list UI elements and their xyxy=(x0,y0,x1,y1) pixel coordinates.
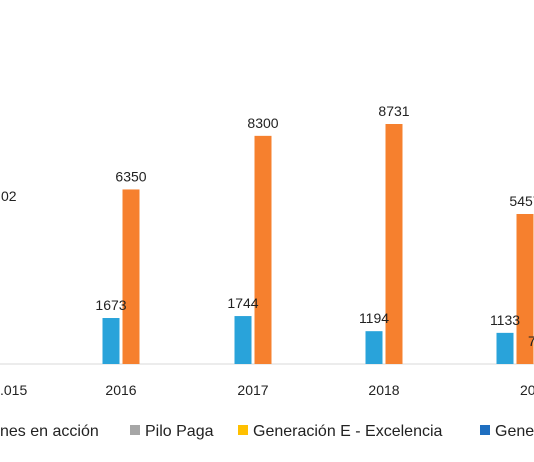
x-tick-2019: 20 xyxy=(520,382,534,398)
bar-series0-2017 xyxy=(234,316,252,364)
x-tick-2017: 2017 xyxy=(237,382,268,398)
value-label-series1-2015: 02 xyxy=(1,188,17,204)
legend-marker-2 xyxy=(238,425,248,435)
value-label-series0-2016: 1673 xyxy=(95,297,126,313)
bars-group xyxy=(102,124,534,364)
legend-label-0: nes en acción xyxy=(0,423,99,440)
x-tick-2016: 2016 xyxy=(105,382,136,398)
bar-series0-2016 xyxy=(102,318,120,364)
legend-label-3: Gene xyxy=(495,423,534,440)
bar-series1-2016 xyxy=(122,189,140,364)
legend-marker-1 xyxy=(130,425,140,435)
x-tick-2015: .015 xyxy=(0,382,27,398)
legend-label-1: Pilo Paga xyxy=(145,423,214,440)
bar-series0-2019 xyxy=(496,332,514,364)
value-label-series0-2019: 1133 xyxy=(490,312,520,328)
legend: nes en acción Pilo Paga Generación E - Exc… xyxy=(0,423,534,440)
value-label-series1-2017: 8300 xyxy=(247,115,278,131)
value-label-series1-2018: 8731 xyxy=(378,103,409,119)
value-label-series0-2018: 1194 xyxy=(359,310,389,326)
x-tick-2018: 2018 xyxy=(368,382,399,398)
value-label-partial-2019: 7 xyxy=(528,333,534,349)
legend-marker-3 xyxy=(480,425,490,435)
value-label-series0-2017: 1744 xyxy=(227,295,258,311)
legend-label-2: Generación E - Excelencia xyxy=(253,423,443,440)
value-label-series1-2016: 6350 xyxy=(115,168,146,184)
bar-series1-2017 xyxy=(254,135,272,364)
bar-series0-2018 xyxy=(365,331,383,364)
bar-series1-2019 xyxy=(516,213,534,364)
bar-series1-2018 xyxy=(385,124,403,364)
x-tick-labels-group: .015 2016 2017 2018 20 xyxy=(0,382,534,398)
